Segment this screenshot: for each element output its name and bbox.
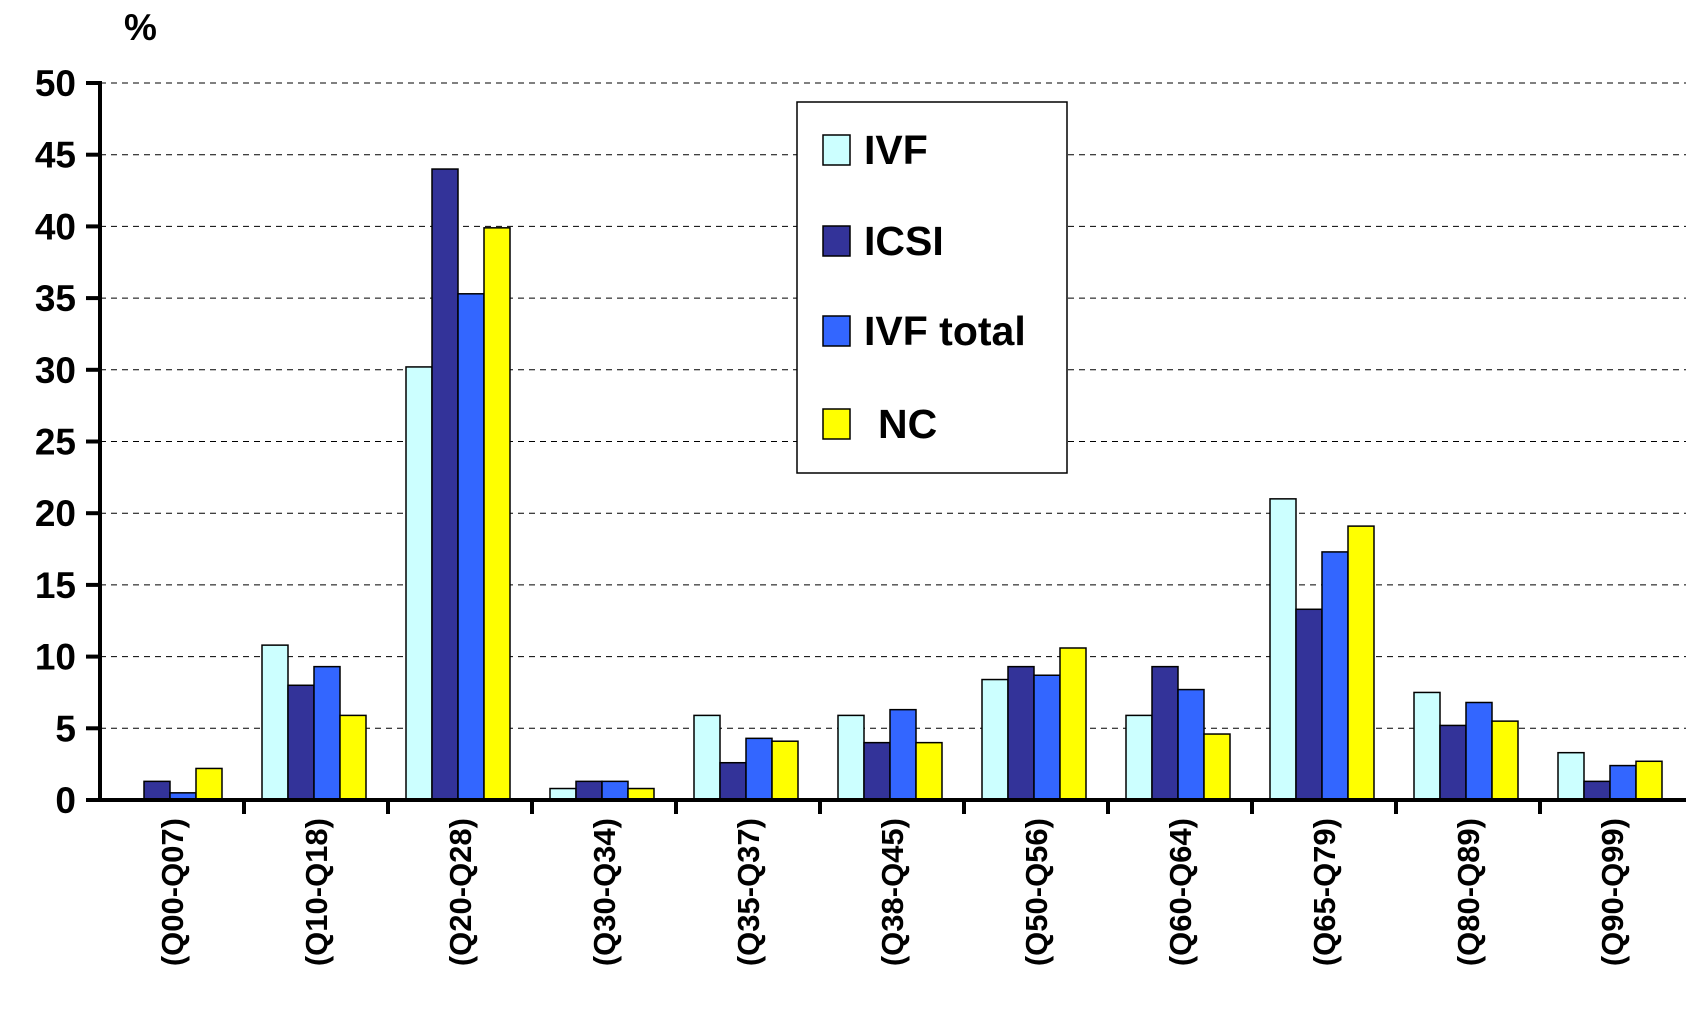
bar-ivf-total [889,708,917,801]
x-tick-label: (Q30-Q34) [587,818,622,966]
legend-label: ICSI [864,218,944,264]
bar-ivf [837,714,865,801]
bar-nc [1203,733,1231,801]
x-tick-label: (Q65-Q79) [1307,818,1342,966]
bar-ivf-total [601,780,629,801]
x-tick-label: (Q50-Q56) [1019,818,1054,966]
bar-ivf [261,644,289,801]
bar-nc [483,227,511,801]
bar-icsi [431,168,459,801]
y-tick-label: 20 [35,493,76,534]
bar-nc [771,740,799,801]
bar-icsi [1295,608,1323,801]
y-tick-label: 15 [35,565,76,606]
x-tick-label: (Q35-Q37) [731,818,766,966]
legend-label: IVF [864,127,928,173]
bar-nc [1347,525,1375,801]
y-tick-label: 5 [55,708,76,749]
x-tick-label: (Q80-Q89) [1451,818,1486,966]
x-tick-label: (Q10-Q18) [299,818,334,966]
bar-ivf-total [1321,551,1349,801]
bar-icsi [863,741,891,801]
bar-nc [1059,647,1087,801]
y-tick-label: 25 [35,422,76,463]
legend: IVF ICSI IVF total NC [796,101,1068,474]
legend-swatch [822,134,851,166]
bar-ivf-total [1609,764,1637,801]
bar-ivf [1269,498,1297,801]
bar-ivf [1557,751,1585,801]
bar-icsi [719,761,747,801]
legend-swatch [822,225,851,257]
bar-ivf [1125,714,1153,801]
bar-ivf-total [313,665,341,801]
y-tick-label: 30 [35,350,76,391]
bar-nc [339,714,367,801]
legend-label: IVF total [864,308,1026,354]
bar-ivf-total [1465,701,1493,801]
bar-ivf [405,366,433,801]
legend-swatch [822,315,851,347]
bar-nc [195,767,223,801]
y-tick-label: 40 [35,206,76,247]
x-tick-label: (Q90-Q99) [1595,818,1630,966]
bar-icsi [1007,665,1035,801]
bar-ivf-total [457,293,485,801]
bar-icsi [1583,780,1611,801]
y-axis-label: % [124,7,157,48]
bar-icsi [1439,724,1467,801]
bar-ivf [1413,691,1441,801]
axes: 0 5 10 15 20 25 30 35 40 45 50 (Q00-Q07) (Q10-Q18) (Q… [35,63,1686,966]
legend-swatch [822,408,851,440]
bar-ivf-total [1033,674,1061,801]
bar-ivf [693,714,721,801]
bar-ivf-total [1177,688,1205,801]
bar-icsi [575,780,603,801]
y-tick-label: 35 [35,278,76,319]
y-tick-label: 0 [55,780,76,821]
bar-icsi [287,684,315,801]
y-tick-label: 10 [35,637,76,678]
x-tick-label: (Q00-Q07) [155,818,190,966]
bar-nc [1635,760,1663,801]
x-tick-label: (Q20-Q28) [443,818,478,966]
bar-icsi [1151,665,1179,801]
bar-ivf-total [745,737,773,801]
legend-label: NC [878,401,937,447]
bar-nc [915,741,943,801]
bar-icsi [143,780,171,801]
bar-ivf [981,678,1009,801]
x-tick-label: (Q60-Q64) [1163,818,1198,966]
bar-nc [1491,720,1519,801]
y-tick-label: 50 [35,63,76,104]
y-tick-label: 45 [35,135,76,176]
x-tick-label: (Q38-Q45) [875,818,910,966]
bars [143,168,1663,801]
